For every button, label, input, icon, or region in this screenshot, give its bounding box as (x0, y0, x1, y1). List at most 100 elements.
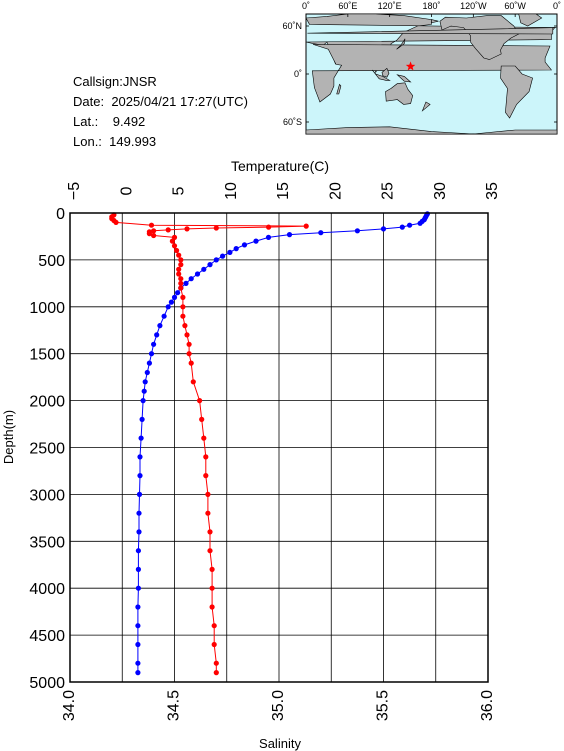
lat-value: 9.492 (112, 114, 146, 129)
temperature-tick-label: 30 (432, 182, 449, 200)
map-lat-label: 60˚S (283, 117, 302, 127)
salinity-point (180, 304, 186, 310)
temperature-tick-label: 20 (327, 182, 344, 200)
temperature-point (136, 491, 143, 497)
land-new-zealand (421, 101, 431, 112)
station-marker (405, 61, 416, 71)
temperature-point (144, 369, 150, 376)
land-new-guinea (396, 74, 412, 83)
map-lon-label: 0˚ (302, 1, 310, 11)
date-value: 2025/04/21 17:27(UTC) (111, 94, 248, 109)
salinity-point (205, 510, 211, 516)
temperature-point (148, 351, 155, 357)
map-lon-label: 120˚E (378, 1, 402, 11)
temperature-point (168, 299, 174, 305)
series-lines (111, 213, 428, 673)
depth-tick-label: 3500 (29, 534, 65, 551)
salinity-point (146, 231, 152, 237)
salinity-tick-label: 36.0 (479, 690, 496, 721)
salinity-point (182, 323, 188, 329)
axis-ticks: 0 500 1000 1500 2000 2500 3000 3500 4000 4500 5000… (29, 182, 501, 721)
map-lon-label: 0˚ (553, 1, 561, 11)
salinity-tick-label: 35.0 (270, 690, 287, 721)
depth-tick-label: 3000 (29, 487, 65, 504)
land-south-america (500, 65, 533, 119)
salinity-point (180, 313, 186, 319)
temperature-point (175, 290, 181, 296)
land-australia (385, 82, 414, 105)
temperature-profile-line (137, 213, 428, 673)
salinity-point (207, 529, 213, 535)
temperature-point (253, 238, 259, 244)
map-lon-label: 180˚ (422, 1, 440, 11)
depth-tick-label: 2500 (29, 441, 65, 458)
salinity-point (178, 262, 184, 268)
land-japan (396, 38, 406, 50)
temperature-point (136, 529, 142, 535)
temperature-point (135, 641, 141, 648)
temperature-point (171, 294, 178, 300)
salinity-point (213, 225, 219, 231)
map-lon-label: 60˚W (504, 1, 526, 11)
temperature-tick-label: 10 (223, 182, 240, 200)
land-madagascar (336, 83, 342, 95)
station-info: Callsign:JNSR Date: 2025/04/21 17:27(UTC… (73, 72, 248, 152)
salinity-tick-label: 35.5 (375, 690, 392, 721)
temperature-point (142, 379, 148, 385)
salinity-point (213, 660, 219, 666)
temperature-point (140, 398, 146, 404)
temperature-point (213, 257, 219, 263)
depth-tick-label: 0 (56, 206, 65, 223)
temperature-tick-label: 25 (380, 182, 397, 200)
land-antarctica (305, 126, 558, 135)
salinity-point (178, 280, 184, 286)
lat-label: Lat.: (73, 114, 99, 129)
salinity-point (184, 226, 190, 232)
salinity-point (213, 670, 219, 676)
salinity-point (169, 238, 175, 244)
depth-tick-label: 1500 (29, 347, 65, 364)
temperature-point (220, 253, 226, 259)
temperature-point (201, 266, 207, 272)
salinity-point (176, 252, 182, 258)
salinity-tick-label: 34.5 (166, 690, 183, 721)
salinity-point (178, 285, 184, 291)
temperature-point (417, 220, 423, 226)
salinity-point (186, 341, 192, 347)
callsign-text: Callsign:JNSR (73, 74, 157, 89)
salinity-point (148, 222, 155, 228)
temperature-point (188, 276, 194, 282)
temperature-point (407, 222, 413, 228)
lat-row: Lat.: 9.492 (73, 112, 248, 132)
temperature-point (165, 304, 171, 310)
temperature-tick-label: 5 (171, 186, 188, 195)
salinity-point (207, 548, 213, 554)
salinity-point (174, 247, 180, 254)
series-points (109, 211, 430, 676)
salinity-point (184, 332, 190, 338)
depth-tick-label: 500 (38, 253, 65, 270)
salinity-point (176, 271, 182, 277)
lon-row: Lon.: 149.993 (73, 132, 248, 152)
temperature-point (139, 416, 145, 422)
salinity-tick-label: 34.0 (61, 690, 78, 721)
temperature-point (137, 473, 143, 479)
temperature-point (138, 435, 144, 441)
salinity-point (209, 566, 215, 573)
temperature-point (265, 234, 272, 240)
salinity-point (211, 641, 217, 648)
salinity-point (197, 398, 203, 404)
map-lon-label: 120˚W (460, 1, 487, 11)
salinity-point (165, 227, 171, 233)
temperature-point (194, 271, 201, 277)
lon-value: 149.993 (109, 134, 157, 149)
plot-grid (69, 212, 489, 683)
y-axis-label: Depth(m) (1, 410, 16, 464)
temperature-point (399, 224, 405, 230)
salinity-point (199, 416, 205, 422)
temperature-point (135, 566, 141, 573)
salinity-point (186, 351, 192, 357)
top-axis-label: Temperature(C) (231, 158, 329, 174)
land-north-america (439, 15, 520, 60)
